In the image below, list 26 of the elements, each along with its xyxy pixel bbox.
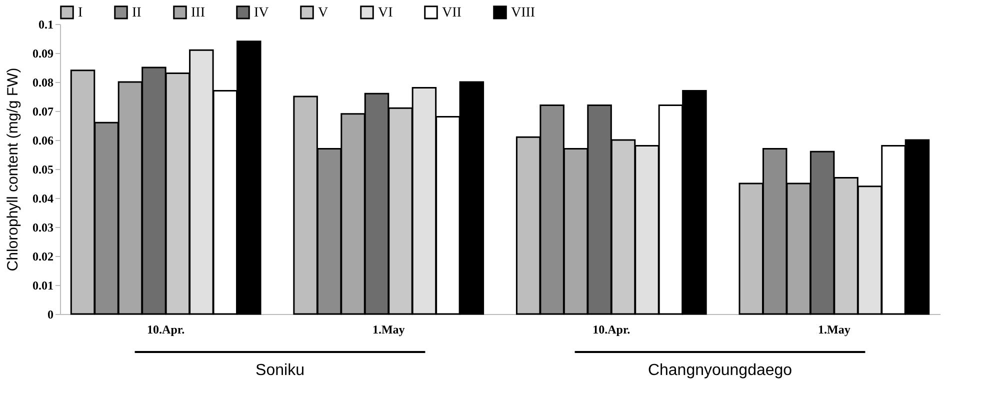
legend-label: VI	[378, 5, 394, 20]
y-tick-label: 0.04	[32, 192, 54, 206]
legend-label: I	[78, 5, 83, 20]
y-axis-title: Chlorophyll content (mg/g FW)	[4, 68, 22, 272]
text: Changnyoungdaego	[648, 362, 792, 379]
x-tick-label: 10.Apr.	[147, 322, 185, 336]
y-tick-label: 0.02	[32, 250, 54, 264]
y-tick-label: 0.05	[32, 162, 54, 176]
legend-label: VIII	[511, 5, 536, 20]
legend-label: III	[191, 5, 206, 20]
y-tick-label: 0.01	[32, 278, 54, 292]
y-tick-label: 0.08	[32, 76, 54, 90]
y-tick-label: 0.1	[38, 18, 54, 32]
y-tick-label: 0.09	[32, 46, 54, 60]
x-tick-label: 1.May	[372, 322, 405, 336]
text: Soniku	[256, 362, 304, 379]
y-tick-label: 0	[48, 308, 54, 322]
legend-label: V	[318, 5, 328, 20]
legend-label: II	[132, 5, 142, 20]
x-tick-label: 1.May	[818, 322, 850, 336]
y-tick-label: 0.03	[32, 220, 54, 234]
y-tick-label: 0.06	[32, 134, 54, 148]
legend-label: VII	[442, 5, 462, 20]
legend-label: IV	[254, 5, 269, 20]
x-tick-label: 10.Apr.	[592, 322, 630, 336]
y-tick-label: 0.07	[32, 104, 54, 118]
